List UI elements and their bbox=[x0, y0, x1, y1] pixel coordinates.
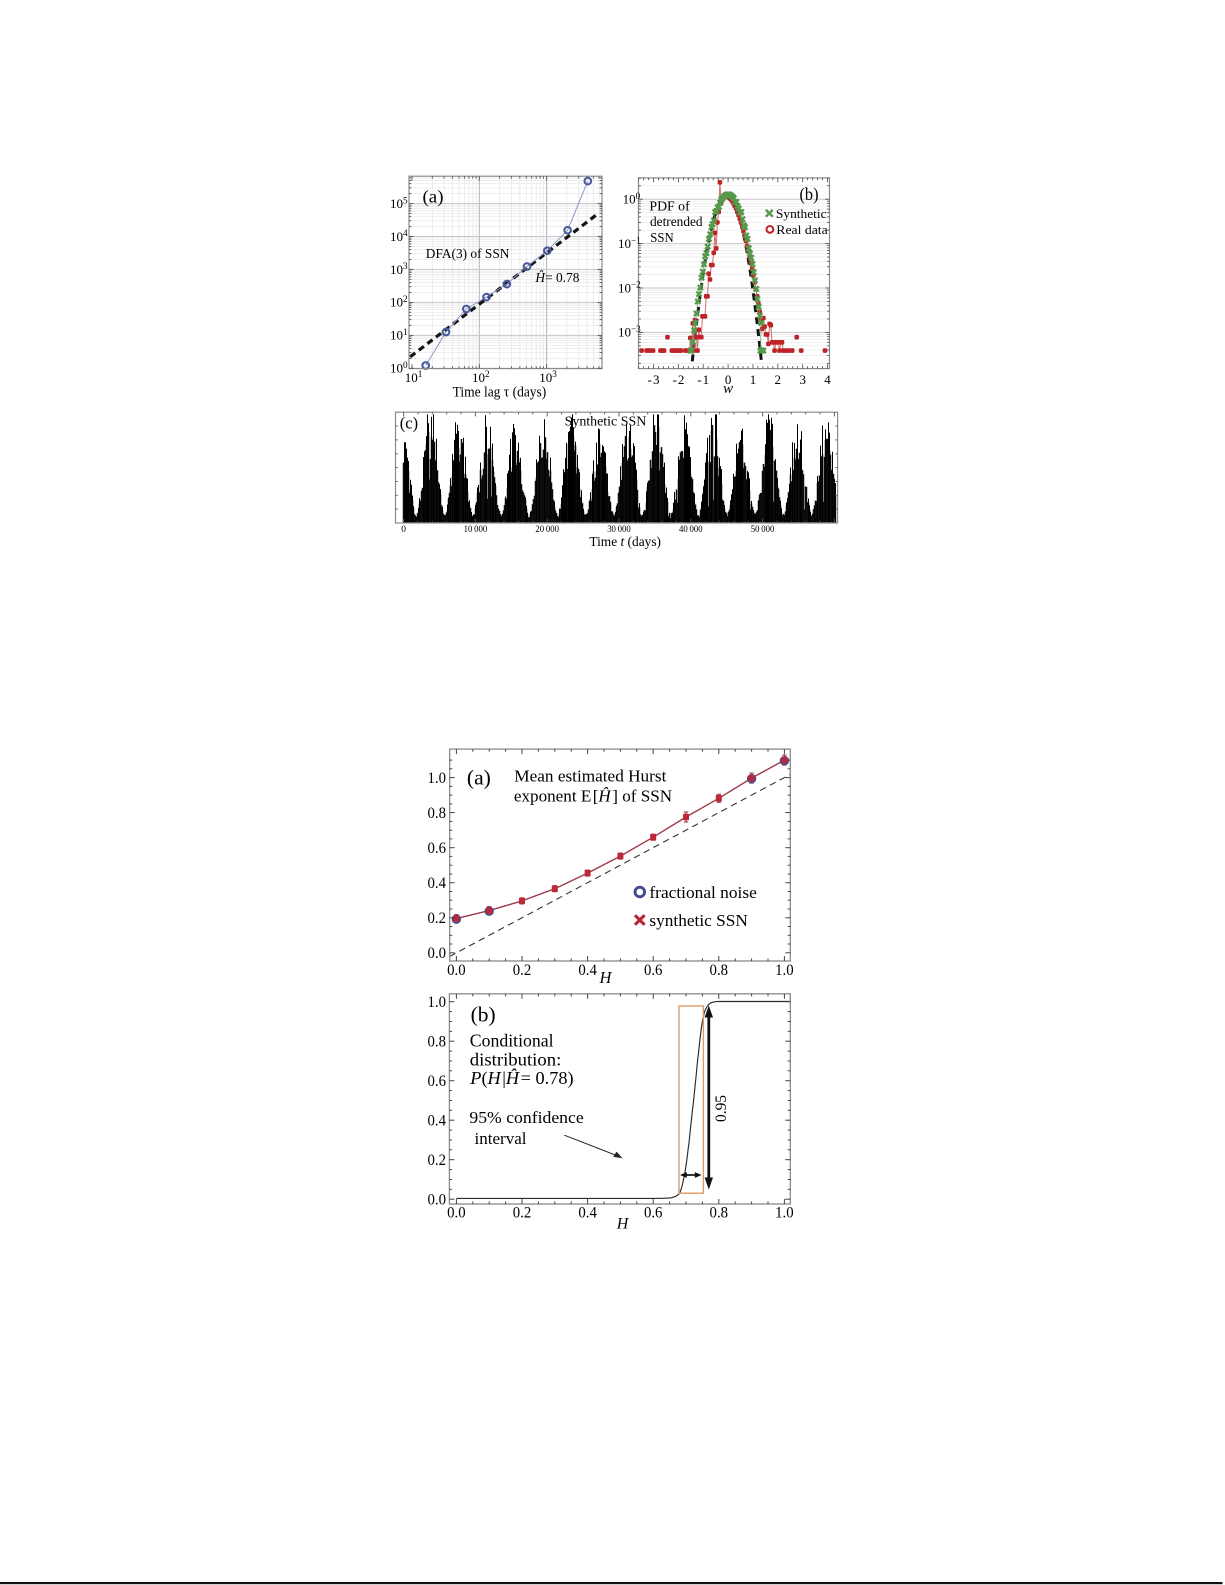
svg-text:(b): (b) bbox=[471, 1003, 496, 1027]
svg-text:DFA(3) of SSN: DFA(3) of SSN bbox=[426, 247, 510, 262]
svg-text:10−2: 10−2 bbox=[618, 280, 641, 296]
svg-text:(a): (a) bbox=[467, 766, 491, 790]
svg-text:101: 101 bbox=[390, 327, 408, 343]
svg-text:0.6: 0.6 bbox=[428, 1073, 447, 1090]
svg-text:Time t (days): Time t (days) bbox=[589, 535, 661, 550]
svg-text:1.0: 1.0 bbox=[775, 1205, 794, 1222]
svg-text:0.4: 0.4 bbox=[578, 962, 597, 979]
svg-text:30 000: 30 000 bbox=[607, 525, 631, 535]
svg-text:2: 2 bbox=[775, 372, 782, 387]
svg-text:0.6: 0.6 bbox=[644, 1205, 663, 1222]
svg-text:102: 102 bbox=[472, 369, 490, 385]
svg-text:H: H bbox=[599, 968, 613, 987]
svg-text:1.0: 1.0 bbox=[428, 770, 447, 787]
svg-text:20 000: 20 000 bbox=[535, 525, 559, 535]
svg-text:10−1: 10−1 bbox=[618, 235, 641, 251]
svg-text:102: 102 bbox=[390, 294, 408, 310]
svg-text:0.6: 0.6 bbox=[644, 962, 663, 979]
svg-text:Conditional: Conditional bbox=[470, 1031, 554, 1051]
svg-text:0.4: 0.4 bbox=[578, 1205, 597, 1222]
svg-text:distribution:: distribution: bbox=[470, 1049, 562, 1069]
svg-text:103: 103 bbox=[390, 261, 408, 277]
svg-text:103: 103 bbox=[539, 369, 557, 385]
svg-text:PDF of: PDF of bbox=[649, 198, 690, 213]
svg-text:(b): (b) bbox=[800, 184, 819, 204]
svg-text:(c): (c) bbox=[400, 413, 418, 432]
svg-text:10 000: 10 000 bbox=[464, 525, 488, 535]
svg-text:0.2: 0.2 bbox=[513, 1205, 532, 1222]
svg-text:1.0: 1.0 bbox=[428, 994, 447, 1011]
svg-text:0.0: 0.0 bbox=[428, 945, 447, 962]
svg-text:0.4: 0.4 bbox=[428, 1112, 447, 1129]
svg-text:H: H bbox=[616, 1216, 630, 1233]
svg-text:Real data: Real data bbox=[776, 222, 828, 237]
svg-text:95% confidence: 95% confidence bbox=[469, 1108, 584, 1127]
svg-text:4: 4 bbox=[824, 372, 831, 387]
svg-text:1: 1 bbox=[750, 372, 757, 387]
svg-text:0.0: 0.0 bbox=[428, 1191, 447, 1208]
svg-text:10−3: 10−3 bbox=[618, 324, 641, 340]
svg-text:3: 3 bbox=[799, 372, 806, 387]
svg-text:0.8: 0.8 bbox=[710, 962, 729, 979]
svg-text:- 3: - 3 bbox=[648, 372, 660, 387]
svg-text:0.95: 0.95 bbox=[713, 1095, 730, 1122]
svg-text:0.2: 0.2 bbox=[513, 962, 532, 979]
svg-text:0.2: 0.2 bbox=[428, 910, 447, 927]
svg-text:Synthetic SSN: Synthetic SSN bbox=[565, 413, 647, 428]
svg-text:105: 105 bbox=[390, 195, 408, 211]
svg-text:0.8: 0.8 bbox=[428, 805, 447, 822]
svg-text:0.8: 0.8 bbox=[710, 1205, 729, 1222]
svg-text:fractional noise: fractional noise bbox=[649, 883, 756, 902]
svg-text:0.8: 0.8 bbox=[428, 1033, 447, 1050]
svg-text:synthetic SSN: synthetic SSN bbox=[649, 911, 748, 930]
svg-text:Time lag τ (days): Time lag τ (days) bbox=[453, 384, 547, 400]
svg-text:- 2: - 2 bbox=[672, 372, 684, 387]
svg-text:- 1: - 1 bbox=[697, 372, 709, 387]
svg-text:1.0: 1.0 bbox=[775, 962, 794, 979]
svg-text:50 000: 50 000 bbox=[751, 525, 775, 535]
svg-text:w: w bbox=[723, 381, 733, 397]
svg-text:0.0: 0.0 bbox=[447, 1205, 466, 1222]
svg-text:interval: interval bbox=[475, 1129, 527, 1148]
svg-text:0: 0 bbox=[725, 372, 732, 387]
svg-text:(a): (a) bbox=[423, 187, 444, 207]
svg-text:SSN: SSN bbox=[650, 230, 674, 245]
svg-text:P(H |Ĥ = 0.78): P(H |Ĥ = 0.78) bbox=[469, 1068, 574, 1088]
svg-text:0.4: 0.4 bbox=[428, 875, 447, 892]
svg-text:exponent E [Ĥ ] of SSN: exponent E [Ĥ ] of SSN bbox=[514, 786, 672, 805]
svg-text:Ĥ= 0.78: Ĥ= 0.78 bbox=[534, 269, 579, 286]
svg-text:40 000: 40 000 bbox=[679, 525, 703, 535]
svg-text:0: 0 bbox=[401, 525, 406, 535]
svg-text:Mean estimated Hurst: Mean estimated Hurst bbox=[514, 766, 667, 785]
svg-text:0.6: 0.6 bbox=[428, 840, 447, 857]
svg-text:101: 101 bbox=[405, 369, 423, 385]
svg-text:100: 100 bbox=[623, 191, 641, 207]
svg-text:104: 104 bbox=[390, 228, 408, 244]
svg-text:0.2: 0.2 bbox=[428, 1152, 447, 1169]
svg-text:Synthetic: Synthetic bbox=[776, 206, 827, 221]
svg-text:0.0: 0.0 bbox=[447, 962, 466, 979]
svg-text:detrended: detrended bbox=[650, 214, 703, 229]
